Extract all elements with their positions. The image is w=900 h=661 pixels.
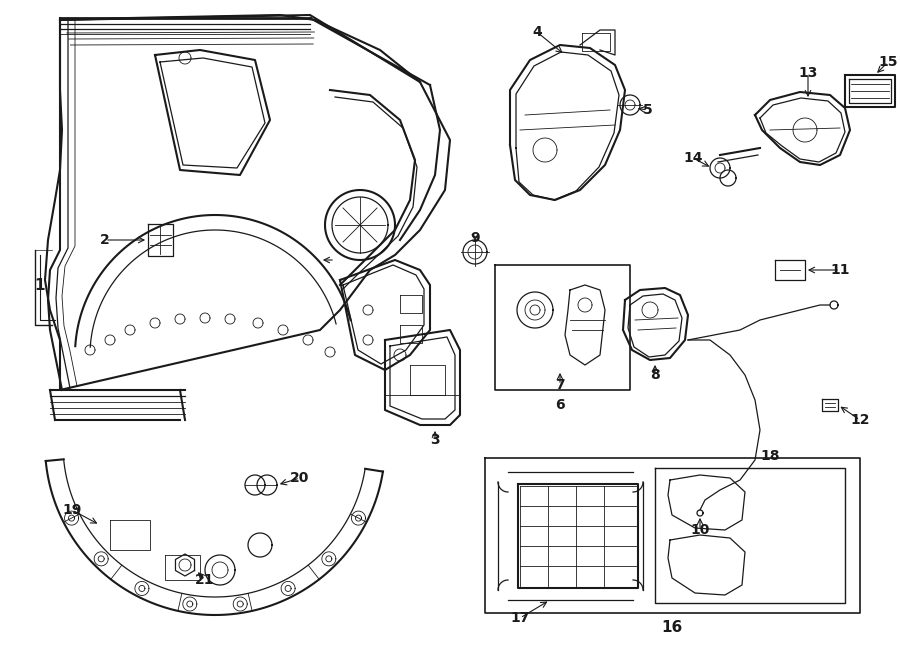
Text: 16: 16 (662, 619, 682, 635)
Text: 4: 4 (532, 25, 542, 39)
Text: 2: 2 (100, 233, 110, 247)
Text: 5: 5 (644, 103, 652, 117)
Text: 7: 7 (555, 378, 565, 392)
Text: 15: 15 (878, 55, 898, 69)
Text: 19: 19 (62, 503, 82, 517)
Text: 14: 14 (683, 151, 703, 165)
Text: 9: 9 (470, 231, 480, 245)
Text: 8: 8 (650, 368, 660, 382)
Text: 1: 1 (35, 278, 45, 293)
Text: 21: 21 (195, 573, 215, 587)
Text: 12: 12 (850, 413, 869, 427)
Text: 18: 18 (760, 449, 779, 463)
Text: 3: 3 (430, 433, 440, 447)
Text: 20: 20 (291, 471, 310, 485)
Text: 17: 17 (510, 611, 530, 625)
Text: 11: 11 (830, 263, 850, 277)
Text: 6: 6 (555, 398, 565, 412)
Text: 13: 13 (798, 66, 818, 80)
Text: 10: 10 (690, 523, 710, 537)
